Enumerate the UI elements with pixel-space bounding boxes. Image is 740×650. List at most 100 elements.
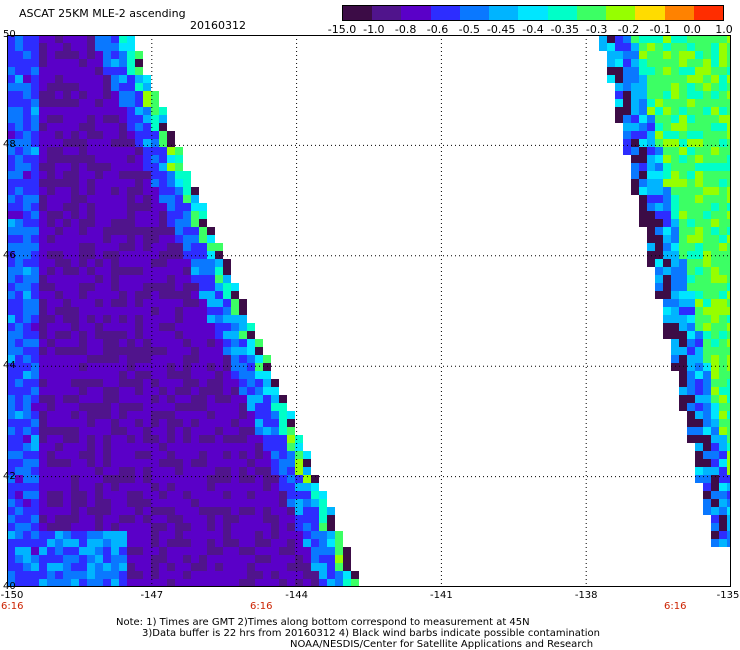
- mle-cell: [695, 195, 703, 203]
- mle-cell: [679, 123, 687, 131]
- mle-cell: [143, 307, 151, 315]
- mle-cell: [615, 91, 623, 99]
- mle-cell: [135, 323, 143, 331]
- mle-cell: [215, 251, 223, 259]
- mle-cell: [175, 395, 183, 403]
- mle-cell: [239, 315, 247, 323]
- mle-cell: [679, 291, 687, 299]
- mle-cell: [95, 179, 103, 187]
- mle-cell: [183, 315, 191, 323]
- mle-cell: [687, 147, 695, 155]
- mle-cell: [199, 379, 207, 387]
- mle-cell: [679, 131, 687, 139]
- mle-cell: [7, 411, 15, 419]
- mle-cell: [23, 291, 31, 299]
- mle-cell: [247, 443, 255, 451]
- mle-cell: [151, 331, 159, 339]
- mle-cell: [87, 291, 95, 299]
- mle-cell: [79, 419, 87, 427]
- mle-cell: [95, 35, 103, 43]
- mle-cell: [23, 203, 31, 211]
- mle-cell: [711, 531, 719, 539]
- mle-cell: [151, 115, 159, 123]
- mle-cell: [31, 539, 39, 547]
- mle-cell: [95, 331, 103, 339]
- mle-cell: [231, 291, 239, 299]
- mle-cell: [695, 283, 703, 291]
- mle-cell: [335, 531, 343, 539]
- mle-cell: [695, 443, 703, 451]
- mle-cell: [175, 547, 183, 555]
- mle-cell: [199, 331, 207, 339]
- mle-cell: [239, 355, 247, 363]
- mle-cell: [87, 379, 95, 387]
- mle-cell: [55, 211, 63, 219]
- mle-cell: [671, 179, 679, 187]
- mle-cell: [15, 275, 23, 283]
- mle-cell: [647, 187, 655, 195]
- mle-cell: [127, 435, 135, 443]
- mle-cell: [151, 387, 159, 395]
- mle-cell: [175, 443, 183, 451]
- mle-cell: [175, 243, 183, 251]
- mle-cell: [703, 507, 711, 515]
- mle-cell: [119, 339, 127, 347]
- mle-cell: [31, 483, 39, 491]
- mle-cell: [255, 395, 263, 403]
- mle-cell: [71, 123, 79, 131]
- mle-cell: [639, 131, 647, 139]
- mle-cell: [71, 523, 79, 531]
- mle-cell: [47, 43, 55, 51]
- mle-cell: [167, 451, 175, 459]
- mle-cell: [71, 555, 79, 563]
- mle-cell: [687, 267, 695, 275]
- mle-cell: [31, 275, 39, 283]
- mle-cell: [167, 211, 175, 219]
- mle-cell: [255, 459, 263, 467]
- mle-cell: [31, 347, 39, 355]
- mle-cell: [127, 331, 135, 339]
- mle-cell: [119, 443, 127, 451]
- mle-cell: [727, 227, 731, 235]
- mle-cell: [71, 219, 79, 227]
- mle-cell: [47, 491, 55, 499]
- mle-cell: [167, 515, 175, 523]
- mle-cell: [151, 243, 159, 251]
- mle-cell: [71, 395, 79, 403]
- mle-cell: [23, 443, 31, 451]
- mle-cell: [55, 403, 63, 411]
- mle-cell: [255, 467, 263, 475]
- mle-cell: [223, 435, 231, 443]
- mle-cell: [719, 403, 727, 411]
- mle-cell: [175, 291, 183, 299]
- mle-cell: [167, 147, 175, 155]
- mle-cell: [711, 491, 719, 499]
- mle-cell: [95, 155, 103, 163]
- mle-cell: [687, 171, 695, 179]
- mle-cell: [111, 299, 119, 307]
- mle-cell: [111, 251, 119, 259]
- mle-cell: [103, 435, 111, 443]
- mle-cell: [719, 499, 727, 507]
- mle-cell: [671, 91, 679, 99]
- mle-cell: [711, 83, 719, 91]
- mle-cell: [31, 579, 39, 587]
- mle-cell: [183, 531, 191, 539]
- mle-cell: [159, 267, 167, 275]
- mle-cell: [327, 531, 335, 539]
- mle-cell: [271, 507, 279, 515]
- mle-cell: [207, 467, 215, 475]
- mle-cell: [191, 403, 199, 411]
- mle-cell: [175, 403, 183, 411]
- mle-cell: [23, 427, 31, 435]
- map-frame: [7, 35, 731, 587]
- mle-cell: [255, 547, 263, 555]
- mle-cell: [191, 555, 199, 563]
- mle-cell: [711, 395, 719, 403]
- mle-cell: [703, 475, 711, 483]
- mle-cell: [719, 291, 727, 299]
- mle-cell: [87, 507, 95, 515]
- mle-cell: [711, 227, 719, 235]
- mle-cell: [95, 67, 103, 75]
- mle-cell: [199, 475, 207, 483]
